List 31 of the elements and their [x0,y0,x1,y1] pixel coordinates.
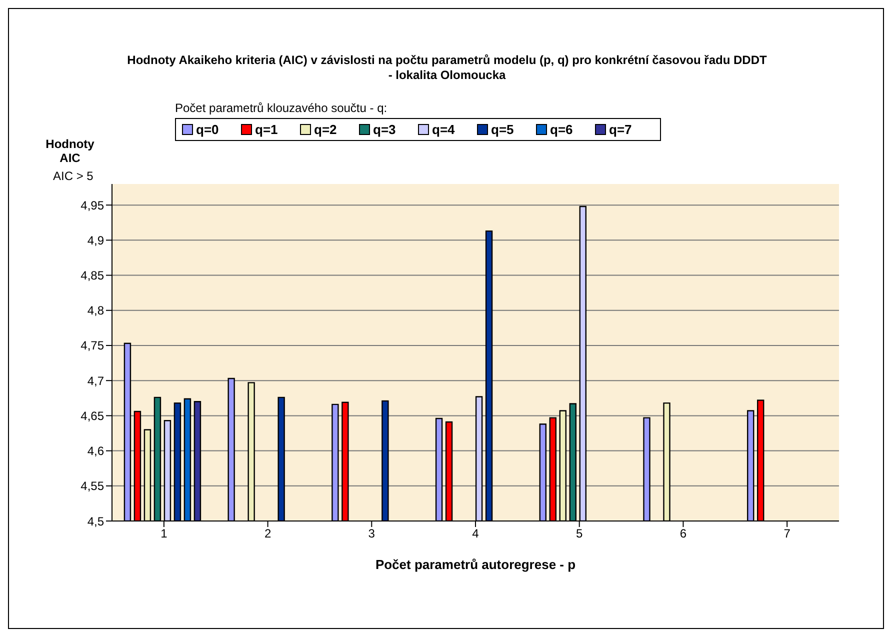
y-tick-label: 4,8 [87,304,104,318]
y-tick-label: 4,5 [87,514,104,528]
text: AIC > 5 [53,169,94,183]
y-tick-label: 4,7 [87,374,104,388]
x-tick-label: 2 [264,526,272,541]
legend-label: q=1 [254,122,279,137]
legend-label: q=7 [608,122,633,137]
chart-title: Hodnoty Akaikeho kriteria (AIC) v závislosti na počtu parametrů modelu (p, q) pro konkrétní časovou řadu DDDT [126,53,768,68]
y-axis-title: Hodnoty AIC [45,137,95,165]
y-tick-label: 4,85 [80,268,104,283]
x-tick-label: 7 [784,526,791,541]
y-tick-label: 4,75 [80,338,104,353]
legend-label: q=4 [431,122,456,137]
legend-label: q=6 [549,122,574,137]
chart-subtitle: - lokalita Olomoucka [387,68,507,83]
x-tick-label: 1 [160,526,168,541]
y-tick-label: 4,65 [80,408,104,423]
y-tick-label: 4,95 [80,198,104,212]
y-tick-label: 4,6 [87,444,104,458]
legend-label: q=5 [490,122,515,137]
legend-label: q=3 [372,122,397,137]
x-tick-label: 5 [576,526,584,541]
x-tick-label: 4 [472,526,480,541]
y-tick-label: 4,9 [87,233,104,248]
legend-title: Počet parametrů klouzavého součtu - q: [175,101,388,115]
x-axis-title: Počet parametrů autoregrese - p [374,557,577,572]
x-tick-label: 6 [680,526,687,541]
legend-label: q=0 [195,122,220,137]
x-tick-label: 3 [368,526,376,541]
legend-label: q=2 [313,122,338,137]
y-tick-label: 4,55 [80,479,104,494]
